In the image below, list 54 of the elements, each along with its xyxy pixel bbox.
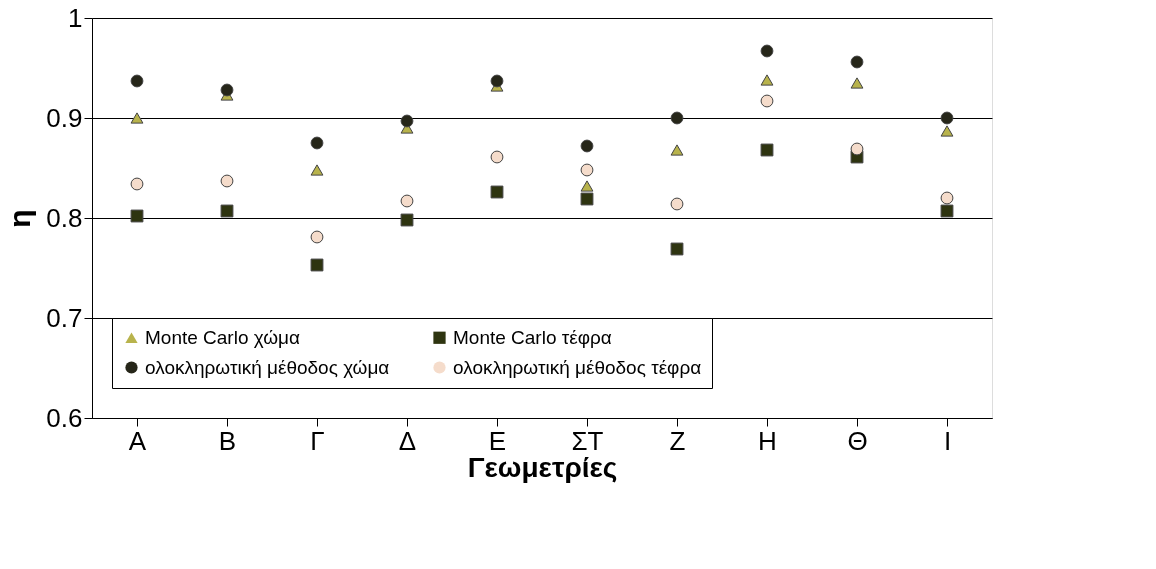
legend-label: Monte Carlo χώμα: [145, 326, 301, 348]
point: [490, 74, 504, 88]
legend-label: Monte Carlo τέφρα: [453, 326, 612, 348]
point: [580, 180, 594, 192]
point: [580, 163, 594, 177]
point: [940, 204, 954, 218]
point: [220, 174, 234, 188]
point: [400, 194, 414, 208]
point: [580, 139, 594, 153]
point: [220, 204, 234, 218]
y-tick-label: 1: [68, 2, 83, 33]
point: [490, 185, 504, 199]
point: [400, 114, 414, 128]
x-tick-label: Θ: [847, 425, 868, 456]
point: [940, 111, 954, 125]
point: [940, 125, 954, 137]
point: [670, 242, 684, 256]
point: [490, 150, 504, 164]
point: [220, 83, 234, 97]
point: [580, 192, 594, 206]
point: [850, 77, 864, 89]
point: [310, 230, 324, 244]
point: [130, 74, 144, 88]
x-tick-label: Δ: [398, 425, 417, 456]
y-axis-title: η: [3, 209, 37, 228]
x-tick-label: Ζ: [669, 425, 686, 456]
y-tick-label: 0.7: [46, 302, 83, 333]
point: [850, 55, 864, 69]
y-tick-label: 0.9: [46, 102, 83, 133]
point: [670, 144, 684, 156]
point: [400, 213, 414, 227]
point: [670, 111, 684, 125]
point: [760, 44, 774, 58]
y-tick-label: 0.6: [46, 402, 83, 433]
point: [760, 74, 774, 86]
point: [760, 143, 774, 157]
point: [850, 142, 864, 156]
x-tick-label: Ι: [943, 425, 952, 456]
point: [310, 136, 324, 150]
x-tick-label: Γ: [310, 425, 325, 456]
point: [310, 258, 324, 272]
legend-label: ολοκληρωτική μέθοδος τέφρα: [453, 356, 702, 378]
point: [940, 191, 954, 205]
point: [130, 112, 144, 124]
legend-label: ολοκληρωτική μέθοδος χώμα: [145, 356, 390, 378]
point: [130, 177, 144, 191]
x-tick-label: Α: [128, 425, 147, 456]
point: [760, 94, 774, 108]
point: [670, 197, 684, 211]
y-tick-label: 0.8: [46, 202, 83, 233]
point: [130, 209, 144, 223]
point: [310, 164, 324, 176]
x-tick-label: Β: [218, 425, 237, 456]
x-tick-label: Η: [758, 425, 777, 456]
